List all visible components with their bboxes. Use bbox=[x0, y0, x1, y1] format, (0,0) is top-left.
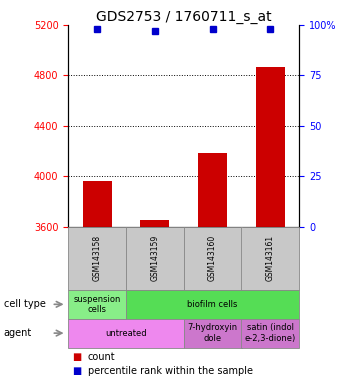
Bar bbox=[140, 220, 169, 227]
Bar bbox=[83, 181, 112, 227]
Text: biofilm cells: biofilm cells bbox=[188, 300, 238, 309]
Text: cell type: cell type bbox=[4, 299, 46, 310]
Text: untreated: untreated bbox=[105, 329, 147, 338]
Text: percentile rank within the sample: percentile rank within the sample bbox=[88, 366, 252, 376]
Text: GSM143161: GSM143161 bbox=[266, 235, 275, 281]
Text: agent: agent bbox=[4, 328, 32, 338]
Text: GSM143159: GSM143159 bbox=[150, 235, 159, 281]
Bar bbox=[198, 154, 227, 227]
Text: GSM143158: GSM143158 bbox=[93, 235, 101, 281]
Text: suspension
cells: suspension cells bbox=[74, 295, 121, 314]
Text: GSM143160: GSM143160 bbox=[208, 235, 217, 281]
Title: GDS2753 / 1760711_s_at: GDS2753 / 1760711_s_at bbox=[96, 10, 272, 24]
Bar bbox=[256, 66, 285, 227]
Text: ■: ■ bbox=[72, 352, 81, 362]
Text: satin (indol
e-2,3-dione): satin (indol e-2,3-dione) bbox=[245, 323, 296, 343]
Text: count: count bbox=[88, 352, 115, 362]
Text: ■: ■ bbox=[72, 366, 81, 376]
Text: 7-hydroxyin
dole: 7-hydroxyin dole bbox=[188, 323, 238, 343]
